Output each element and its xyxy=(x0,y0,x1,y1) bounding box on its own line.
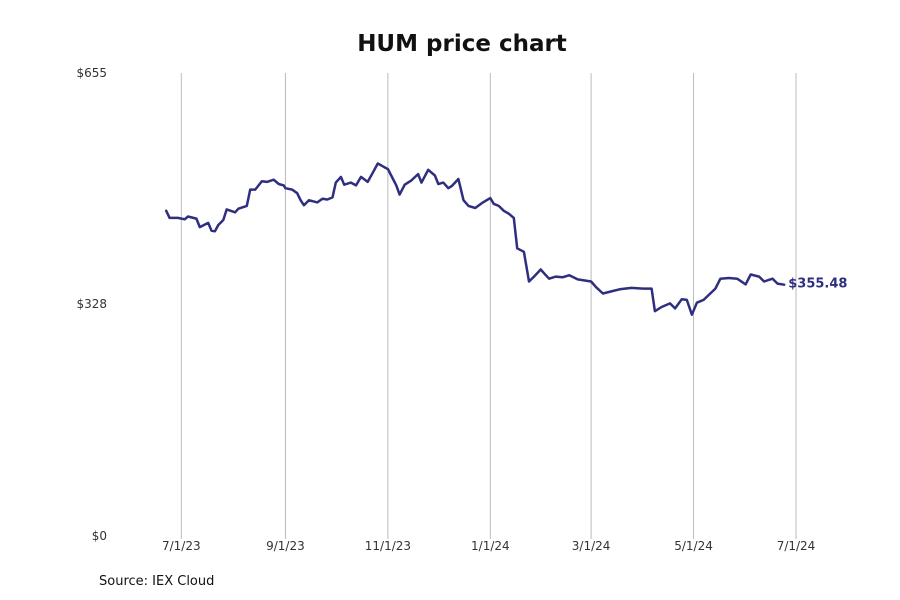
x-tick-label: 9/1/23 xyxy=(266,539,305,553)
chart-title: HUM price chart xyxy=(357,31,567,57)
y-tick-label: $328 xyxy=(76,297,107,311)
grid-lines xyxy=(180,73,797,539)
x-tick-label: 1/1/24 xyxy=(471,539,510,553)
x-tick-label: 3/1/24 xyxy=(572,539,611,553)
price-line xyxy=(164,162,786,316)
y-tick-label: $0 xyxy=(92,529,107,543)
end-price-label: $355.48 xyxy=(788,277,847,292)
x-tick-label: 5/1/24 xyxy=(674,539,713,553)
x-axis-ticks: 7/1/23 9/1/23 11/1/23 1/1/24 3/1/24 5/1/24 7/1… xyxy=(162,539,815,553)
source-note: Source: IEX Cloud xyxy=(99,574,215,589)
y-tick-label: $655 xyxy=(76,66,107,80)
x-tick-label: 11/1/23 xyxy=(365,539,411,553)
x-tick-label: 7/1/24 xyxy=(777,539,816,553)
x-tick-label: 7/1/23 xyxy=(162,539,201,553)
y-axis-ticks: $0 $328 $655 xyxy=(76,66,107,543)
